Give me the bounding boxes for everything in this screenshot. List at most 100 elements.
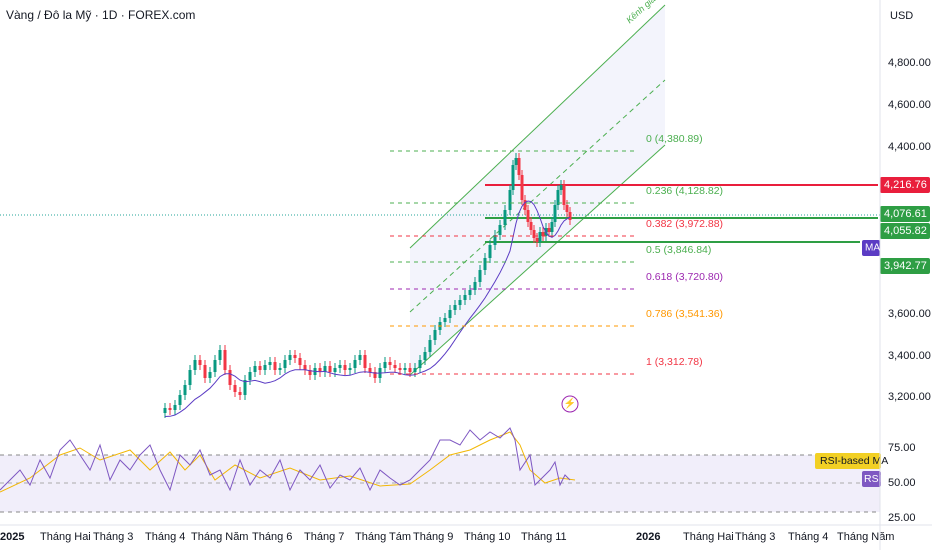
- candle: [498, 225, 502, 235]
- time-axis-label: Tháng Năm: [191, 531, 248, 543]
- candle: [248, 372, 252, 380]
- candle: [541, 232, 545, 236]
- candle: [353, 360, 357, 368]
- candle: [383, 362, 387, 368]
- time-axis-label: Tháng Tám: [355, 531, 411, 543]
- rsi-axis-label: 50.00: [888, 477, 916, 489]
- candle: [263, 365, 267, 370]
- channel-upper: [409, 4, 666, 249]
- candle: [529, 222, 533, 230]
- time-axis-label: Tháng 10: [464, 531, 510, 543]
- candle: [568, 212, 572, 220]
- candle: [423, 352, 427, 360]
- price-axis-label: 3,600.00: [888, 308, 931, 320]
- candle: [468, 290, 472, 295]
- candle: [538, 232, 542, 242]
- rsi-line: [0, 427, 571, 492]
- candle: [168, 408, 172, 410]
- candle: [503, 210, 507, 225]
- candle: [328, 366, 332, 372]
- candle: [473, 282, 477, 290]
- candle: [238, 392, 242, 395]
- candle: [173, 405, 177, 410]
- price-tag-label: 4,055.82: [884, 225, 927, 237]
- rsi-axis-label: 75.00: [888, 442, 916, 454]
- candle: [556, 190, 560, 205]
- time-axis-label: Tháng 11: [521, 531, 567, 543]
- time-axis-label: Tháng 3: [93, 531, 133, 543]
- rsi-ma-tag-label: RSI-based MA: [820, 455, 888, 467]
- candle: [218, 350, 222, 360]
- currency: USD: [890, 10, 913, 22]
- price-axis-label: 3,400.00: [888, 350, 931, 362]
- candle: [318, 368, 322, 372]
- candle: [458, 300, 462, 305]
- candle: [208, 372, 212, 378]
- ma-line: [164, 200, 571, 417]
- price-axis-label: 3,200.00: [888, 391, 931, 403]
- fib-label: 1 (3,312.78): [646, 356, 703, 368]
- channel-mid: [409, 79, 666, 313]
- candle: [308, 370, 312, 375]
- candle: [243, 380, 247, 395]
- candle: [303, 365, 307, 370]
- candle: [268, 362, 272, 365]
- candle: [511, 165, 515, 190]
- candle: [233, 385, 237, 392]
- price-tag: [880, 223, 930, 239]
- candle: [283, 360, 287, 368]
- candle: [526, 210, 530, 222]
- event-icon[interactable]: [561, 395, 579, 413]
- time-axis-label: Tháng 9: [413, 531, 453, 543]
- candle: [258, 366, 262, 370]
- candle: [433, 330, 437, 340]
- fib-label: 0.618 (3,720.80): [646, 271, 723, 283]
- candle: [373, 372, 377, 378]
- candle: [488, 245, 492, 258]
- candle: [223, 350, 227, 370]
- time-axis-label: Tháng 6: [252, 531, 292, 543]
- time-axis-label: Tháng Năm: [837, 531, 894, 543]
- time-axis-label: Tháng 3: [735, 531, 775, 543]
- time-axis-label: 2025: [0, 531, 24, 543]
- candle: [453, 305, 457, 310]
- candle: [428, 340, 432, 352]
- candle: [508, 190, 512, 210]
- price-tag: [880, 206, 930, 222]
- candle: [288, 355, 292, 360]
- fib-label: 0.5 (3,846.84): [646, 244, 711, 256]
- candle: [463, 295, 467, 300]
- candle: [278, 368, 282, 370]
- candle: [562, 185, 566, 205]
- price-tag: [880, 258, 930, 274]
- rsi-tag: [862, 471, 881, 487]
- candle: [448, 310, 452, 318]
- time-axis-label: 2026: [636, 531, 660, 543]
- ma-tag-label: MA: [865, 243, 880, 254]
- candle: [478, 270, 482, 282]
- candle: [333, 368, 337, 372]
- candle: [535, 238, 539, 242]
- candle: [559, 185, 563, 190]
- fib-label: 0.236 (4,128.82): [646, 185, 723, 197]
- price-tag: [880, 177, 930, 193]
- candle: [363, 355, 367, 368]
- candle: [550, 222, 554, 232]
- candle: [368, 368, 372, 372]
- candle: [188, 370, 192, 385]
- fib-label: 0.786 (3,541.36): [646, 308, 723, 320]
- candle: [183, 385, 187, 395]
- candle: [203, 365, 207, 378]
- candle: [443, 318, 447, 322]
- candle: [403, 368, 407, 370]
- event-icon-glyph: ⚡: [564, 397, 576, 410]
- time-axis-label: Tháng 4: [788, 531, 828, 543]
- price-tag-label: 4,216.76: [884, 179, 927, 191]
- price-axis-label: 4,800.00: [888, 57, 931, 69]
- candle: [323, 366, 327, 372]
- candle: [393, 365, 397, 368]
- time-axis-label: Tháng Hai: [683, 531, 734, 543]
- candle: [517, 158, 521, 175]
- rsi-ma-tag: [815, 453, 881, 469]
